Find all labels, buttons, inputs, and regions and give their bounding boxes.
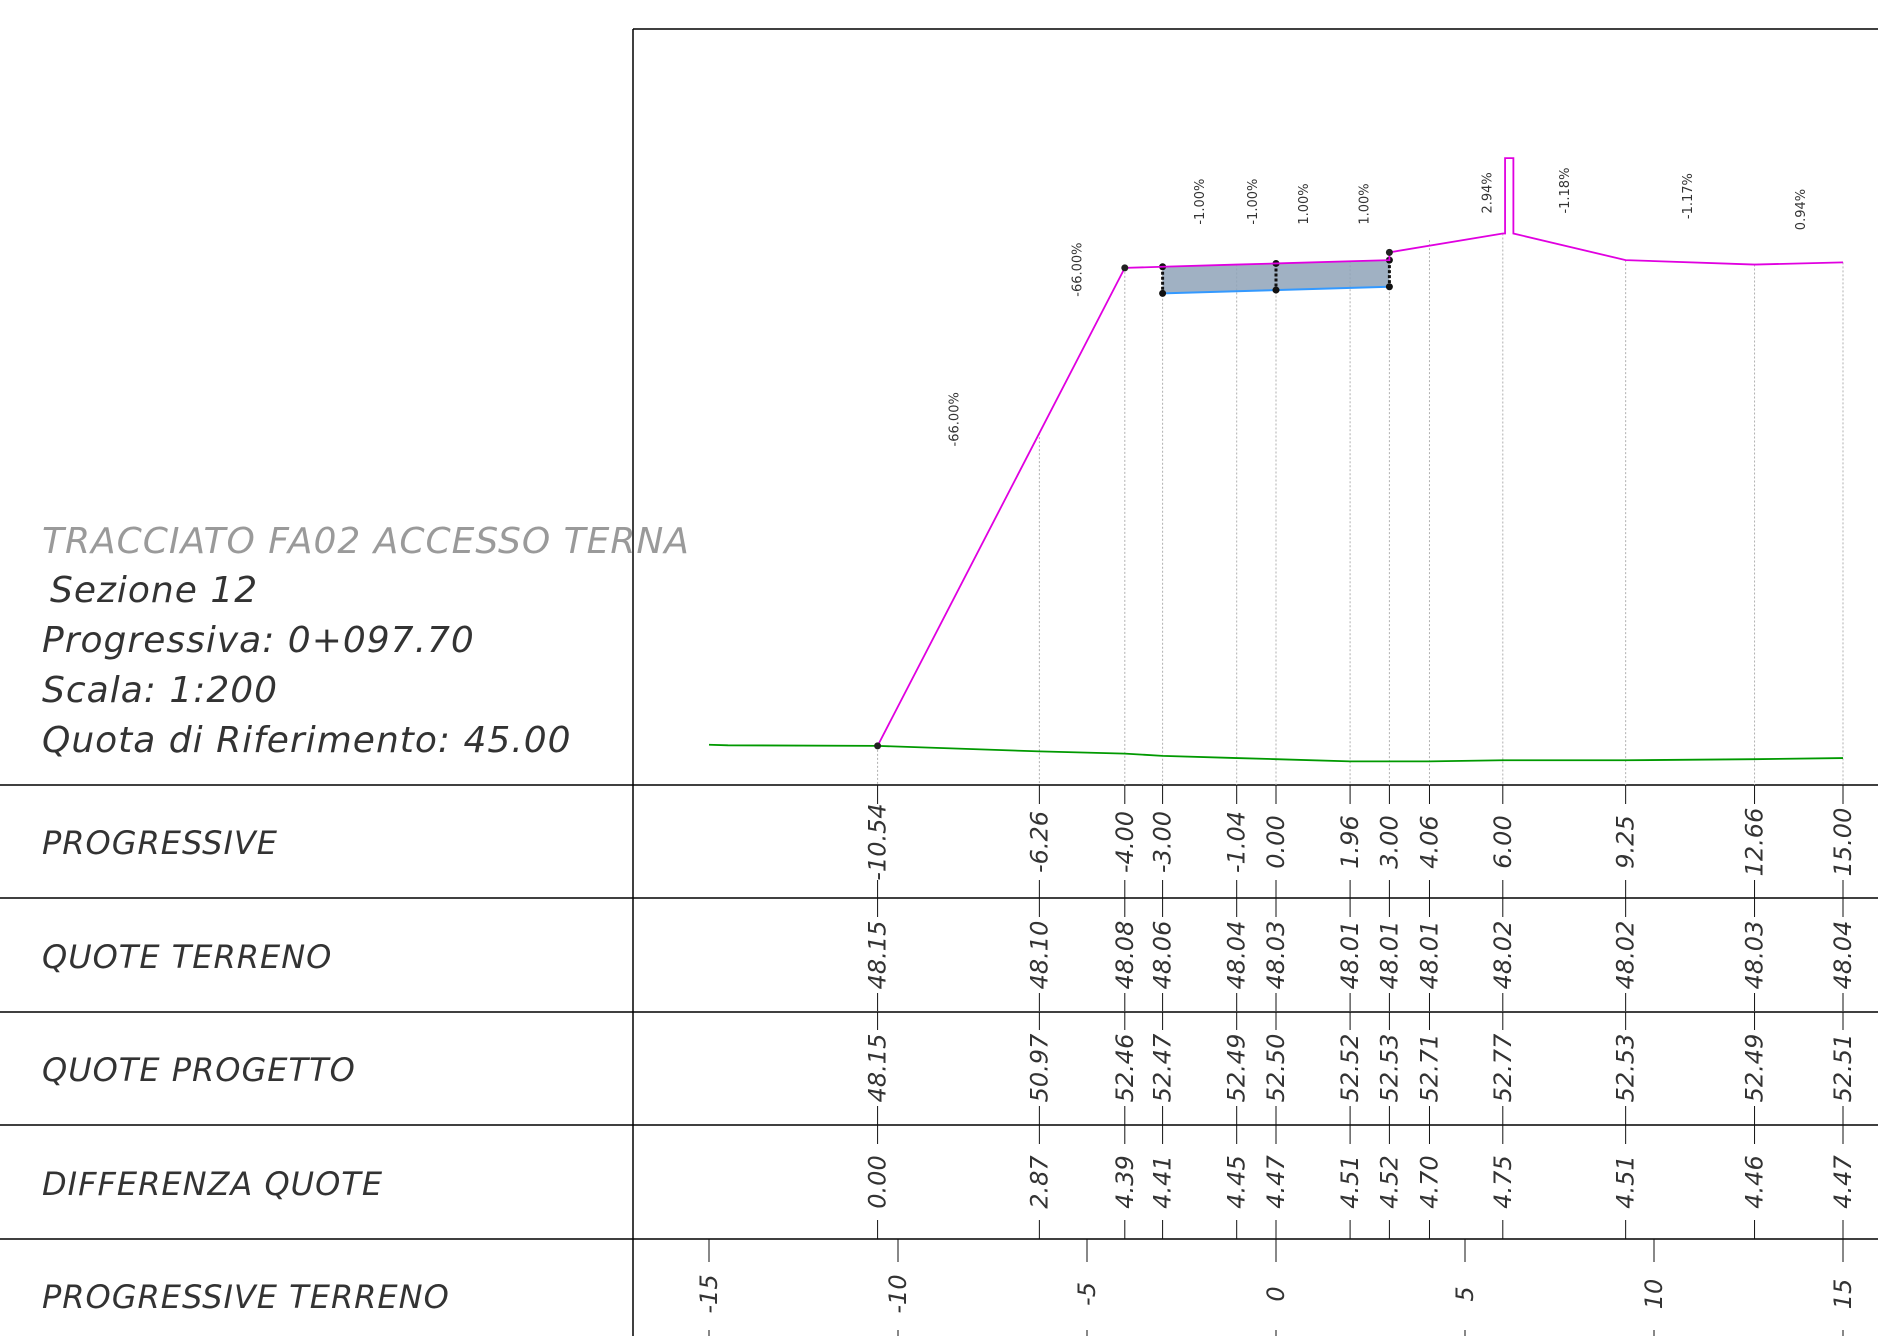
progressive-value: 0.00 xyxy=(1262,815,1290,868)
project-elevation-value: 52.53 xyxy=(1612,1034,1640,1103)
row-label-terrain: QUOTE TERRENO xyxy=(42,938,332,976)
progressive-value: 15.00 xyxy=(1829,808,1857,877)
terrain-elevation-value: 48.02 xyxy=(1612,921,1640,990)
elevation-difference-value: 2.87 xyxy=(1025,1155,1053,1209)
terrain-elevation-value: 48.04 xyxy=(1223,921,1251,990)
profile-vertex-point xyxy=(874,742,882,750)
elevation-difference-value: 4.47 xyxy=(1262,1155,1290,1209)
progressive-value: -4.00 xyxy=(1111,811,1139,873)
ground-tick-label: 0 xyxy=(1262,1286,1290,1301)
ground-tick-label: -15 xyxy=(695,1274,723,1313)
slope-label: 1.00% xyxy=(1358,183,1373,224)
drawing-frame xyxy=(0,28,1878,1336)
project-elevation-value: 52.47 xyxy=(1149,1033,1177,1102)
terrain-line xyxy=(708,743,1844,763)
elevation-difference-value: 4.45 xyxy=(1223,1155,1251,1208)
terrain-elevation-value: 48.10 xyxy=(1025,921,1053,990)
reference-elevation: Quota di Riferimento: 45.00 xyxy=(42,720,572,761)
ground-tick-label: 10 xyxy=(1640,1279,1668,1310)
terrain-elevation-value: 48.04 xyxy=(1829,921,1857,990)
slope-label: -66.00% xyxy=(947,392,962,446)
row-labels: PROGRESSIVE QUOTE TERRENO QUOTE PROGETTO… xyxy=(42,824,450,1316)
slope-label: 0.94% xyxy=(1794,189,1809,230)
row-label-ground-progressive: PROGRESSIVE TERRENO xyxy=(42,1278,450,1316)
title-block: TRACCIATO FA02 ACCESSO TERNA Sezione 12 … xyxy=(42,521,690,761)
row-label-difference: DIFFERENZA QUOTE xyxy=(42,1165,383,1203)
elevation-difference-value: 4.39 xyxy=(1111,1155,1139,1208)
project-elevation-value: 52.53 xyxy=(1375,1034,1403,1103)
ground-tick-label: 15 xyxy=(1829,1279,1857,1310)
elevation-difference-value: 4.75 xyxy=(1489,1155,1517,1208)
project-line xyxy=(876,157,1844,747)
progressive-value: -1.04 xyxy=(1223,811,1251,873)
station-guides xyxy=(877,233,1844,785)
pavement-bottom-point xyxy=(1159,289,1167,297)
project-elevation-value: 52.50 xyxy=(1262,1034,1290,1103)
project-elevation-value: 52.71 xyxy=(1415,1034,1443,1103)
progressive-value: -3.00 xyxy=(1149,811,1177,873)
ground-tick-label: -5 xyxy=(1073,1282,1101,1306)
project-elevation-value: 52.49 xyxy=(1741,1034,1769,1103)
terrain-elevation-value: 48.08 xyxy=(1111,921,1139,990)
section-number: Sezione 12 xyxy=(50,570,258,611)
terrain-profile xyxy=(708,743,1844,763)
slope-label: -1.17% xyxy=(1681,173,1696,219)
project-elevation-value: 52.77 xyxy=(1489,1033,1517,1102)
elevation-difference-value: 4.46 xyxy=(1741,1155,1769,1208)
terrain-elevation-value: 48.15 xyxy=(864,921,892,990)
progressive-value: 9.25 xyxy=(1612,815,1640,868)
project-elevation-value: 52.51 xyxy=(1829,1034,1857,1103)
slope-label: -1.18% xyxy=(1558,168,1573,214)
project-title: TRACCIATO FA02 ACCESSO TERNA xyxy=(42,521,690,562)
elevation-difference-value: 4.51 xyxy=(1336,1155,1364,1208)
slope-labels: -66.00% -66.00% -1.00% -1.00% 1.00% 1.00% 2.94… xyxy=(947,168,1809,447)
terrain-elevation-value: 48.02 xyxy=(1489,921,1517,990)
terrain-elevation-value: 48.03 xyxy=(1741,921,1769,990)
elevation-difference-value: 4.51 xyxy=(1612,1155,1640,1208)
elevation-difference-value: 4.41 xyxy=(1149,1155,1177,1208)
project-elevation-value: 50.97 xyxy=(1025,1033,1053,1102)
pavement-bottom-point xyxy=(1272,286,1280,294)
ground-progressive-ticks: -15 -10 -5 0 5 10 15 xyxy=(695,1239,1857,1336)
pavement-fill xyxy=(1162,260,1390,294)
project-elevation-value: 52.46 xyxy=(1111,1034,1139,1103)
project-elevation-value: 48.15 xyxy=(864,1034,892,1103)
elevation-difference-value: 4.52 xyxy=(1375,1155,1403,1208)
slope-label: -1.00% xyxy=(1193,179,1208,225)
progressive-value: 12.66 xyxy=(1741,808,1769,877)
elevation-difference-value: 4.70 xyxy=(1415,1155,1443,1208)
elevation-difference-value: 4.47 xyxy=(1829,1155,1857,1209)
row-label-project: QUOTE PROGETTO xyxy=(42,1051,356,1089)
terrain-elevation-value: 48.01 xyxy=(1415,921,1443,990)
elevation-difference-value: 0.00 xyxy=(864,1155,892,1208)
pavement-bottom-point xyxy=(1385,283,1393,291)
progressive-value: Progressiva: 0+097.70 xyxy=(42,620,475,661)
slope-label: 1.00% xyxy=(1297,183,1312,224)
scale-value: Scala: 1:200 xyxy=(42,670,278,711)
progressive-value: 4.06 xyxy=(1415,815,1443,868)
progressive-value: -10.54 xyxy=(864,803,892,880)
profile-vertex-point xyxy=(1385,248,1393,256)
progressive-value: 3.00 xyxy=(1375,815,1403,868)
slope-label: -66.00% xyxy=(1070,242,1085,296)
terrain-elevation-value: 48.01 xyxy=(1336,921,1364,990)
terrain-elevation-value: 48.03 xyxy=(1262,921,1290,990)
progressive-value: -6.26 xyxy=(1025,811,1053,873)
slope-label: 2.94% xyxy=(1480,172,1495,213)
ground-tick-label: 5 xyxy=(1451,1286,1479,1301)
terrain-elevation-value: 48.01 xyxy=(1375,921,1403,990)
progressive-value: 1.96 xyxy=(1336,815,1364,868)
project-profile xyxy=(874,157,1844,750)
profile-vertex-point xyxy=(1121,264,1129,272)
row-label-progressive: PROGRESSIVE xyxy=(42,824,278,862)
ground-tick-label: -10 xyxy=(884,1274,912,1313)
station-table: -10.54 48.15 48.15 0.00 -6.26 48.10 50.97 2.87 -… xyxy=(864,785,1857,1239)
project-elevation-value: 52.52 xyxy=(1336,1034,1364,1103)
progressive-value: 6.00 xyxy=(1489,815,1517,868)
slope-label: -1.00% xyxy=(1246,179,1261,225)
project-elevation-value: 52.49 xyxy=(1223,1034,1251,1103)
terrain-elevation-value: 48.06 xyxy=(1149,921,1177,990)
